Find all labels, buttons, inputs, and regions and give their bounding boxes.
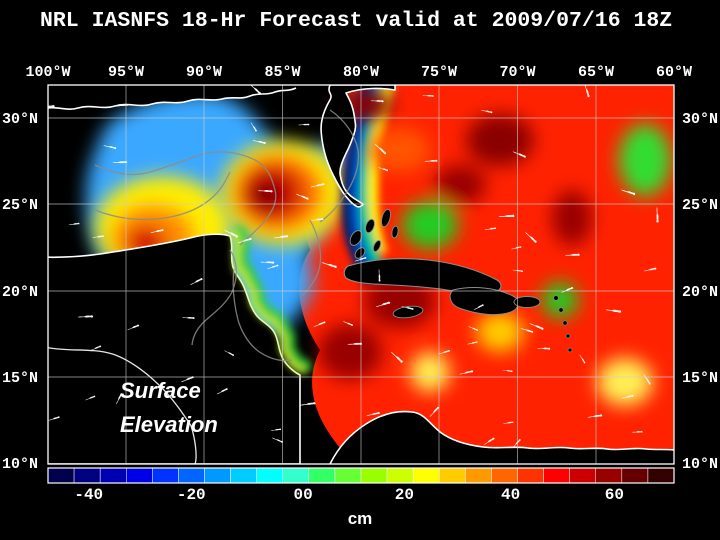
svg-text:00: 00 [293,486,312,504]
svg-text:65°W: 65°W [578,64,614,81]
svg-text:85°W: 85°W [264,64,300,81]
svg-text:25°N: 25°N [2,197,38,214]
svg-text:40: 40 [501,486,520,504]
svg-text:60°W: 60°W [656,64,692,81]
svg-text:-40: -40 [74,486,103,504]
svg-text:20: 20 [395,486,414,504]
svg-text:15°N: 15°N [682,370,718,387]
svg-text:20°N: 20°N [2,284,38,301]
svg-text:25°N: 25°N [682,197,718,214]
svg-text:95°W: 95°W [108,64,144,81]
svg-text:60: 60 [605,486,624,504]
svg-text:Surface: Surface [120,378,201,403]
svg-text:75°W: 75°W [421,64,457,81]
svg-text:10°N: 10°N [2,456,38,473]
svg-text:15°N: 15°N [2,370,38,387]
svg-text:70°W: 70°W [499,64,535,81]
svg-text:30°N: 30°N [2,111,38,128]
svg-text:10°N: 10°N [682,456,718,473]
svg-text:20°N: 20°N [682,284,718,301]
svg-text:90°W: 90°W [186,64,222,81]
svg-text:NRL IASNFS 18-Hr Forecast val: NRL IASNFS 18-Hr Forecast valid at 2009/… [40,9,672,33]
svg-text:100°W: 100°W [25,64,70,81]
svg-text:-20: -20 [177,486,206,504]
svg-text:30°N: 30°N [682,111,718,128]
svg-text:Elevation: Elevation [120,412,218,437]
svg-text:cm: cm [348,509,373,528]
svg-text:80°W: 80°W [343,64,379,81]
